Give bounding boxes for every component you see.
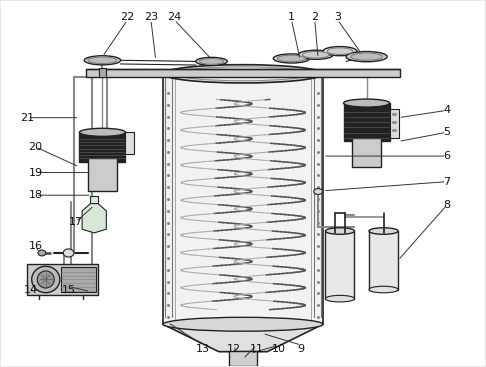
Ellipse shape (163, 317, 323, 331)
Bar (125, 132, 134, 154)
Bar (88, 158, 117, 191)
Text: 22: 22 (121, 12, 135, 22)
Text: 5: 5 (443, 127, 450, 137)
Ellipse shape (344, 99, 390, 107)
Text: 9: 9 (297, 344, 305, 354)
Ellipse shape (84, 56, 121, 65)
Text: 8: 8 (443, 200, 450, 210)
Ellipse shape (88, 57, 117, 63)
Ellipse shape (37, 271, 54, 288)
Bar (27, 264, 98, 295)
Ellipse shape (63, 249, 74, 257)
Ellipse shape (278, 55, 306, 62)
Ellipse shape (196, 57, 227, 65)
Ellipse shape (346, 51, 387, 62)
Polygon shape (82, 204, 106, 233)
Ellipse shape (175, 67, 311, 81)
Bar (352, 138, 381, 167)
Text: 20: 20 (29, 142, 43, 152)
Text: 24: 24 (167, 12, 181, 22)
Ellipse shape (393, 121, 397, 124)
Bar (99, 68, 106, 77)
Text: 2: 2 (311, 12, 318, 22)
Text: 17: 17 (69, 217, 83, 227)
Text: 16: 16 (29, 241, 43, 251)
Ellipse shape (351, 53, 382, 60)
Bar (344, 103, 390, 141)
Bar (86, 69, 400, 77)
Ellipse shape (298, 50, 333, 59)
Text: 14: 14 (24, 284, 38, 295)
Ellipse shape (326, 228, 354, 234)
Text: 1: 1 (288, 12, 295, 22)
Text: 21: 21 (20, 113, 35, 123)
Text: 3: 3 (334, 12, 341, 22)
Bar (163, 74, 323, 324)
Bar (229, 351, 257, 366)
Ellipse shape (79, 128, 125, 136)
Ellipse shape (326, 295, 354, 302)
Bar (369, 231, 398, 290)
Text: 7: 7 (443, 177, 450, 187)
Ellipse shape (163, 65, 323, 83)
Text: 15: 15 (62, 284, 75, 295)
Ellipse shape (199, 58, 224, 64)
Text: 4: 4 (443, 105, 450, 115)
Ellipse shape (393, 113, 397, 116)
Text: 18: 18 (29, 190, 43, 200)
Text: 11: 11 (250, 344, 263, 354)
Bar (326, 231, 354, 299)
Ellipse shape (323, 47, 357, 56)
Bar (61, 267, 96, 292)
Bar (79, 132, 125, 161)
Text: 6: 6 (443, 151, 450, 161)
Text: 10: 10 (272, 344, 286, 354)
Ellipse shape (302, 51, 329, 58)
Text: 19: 19 (29, 167, 43, 178)
Ellipse shape (32, 266, 60, 292)
Bar (390, 109, 399, 138)
Text: 13: 13 (196, 344, 210, 354)
Ellipse shape (273, 54, 310, 63)
Ellipse shape (369, 228, 398, 234)
Polygon shape (163, 324, 323, 352)
Ellipse shape (393, 130, 397, 132)
Bar (90, 196, 98, 204)
Text: 23: 23 (144, 12, 158, 22)
Ellipse shape (314, 189, 323, 195)
Ellipse shape (38, 250, 46, 256)
Ellipse shape (369, 286, 398, 293)
Ellipse shape (327, 48, 353, 54)
Text: 12: 12 (227, 344, 242, 354)
